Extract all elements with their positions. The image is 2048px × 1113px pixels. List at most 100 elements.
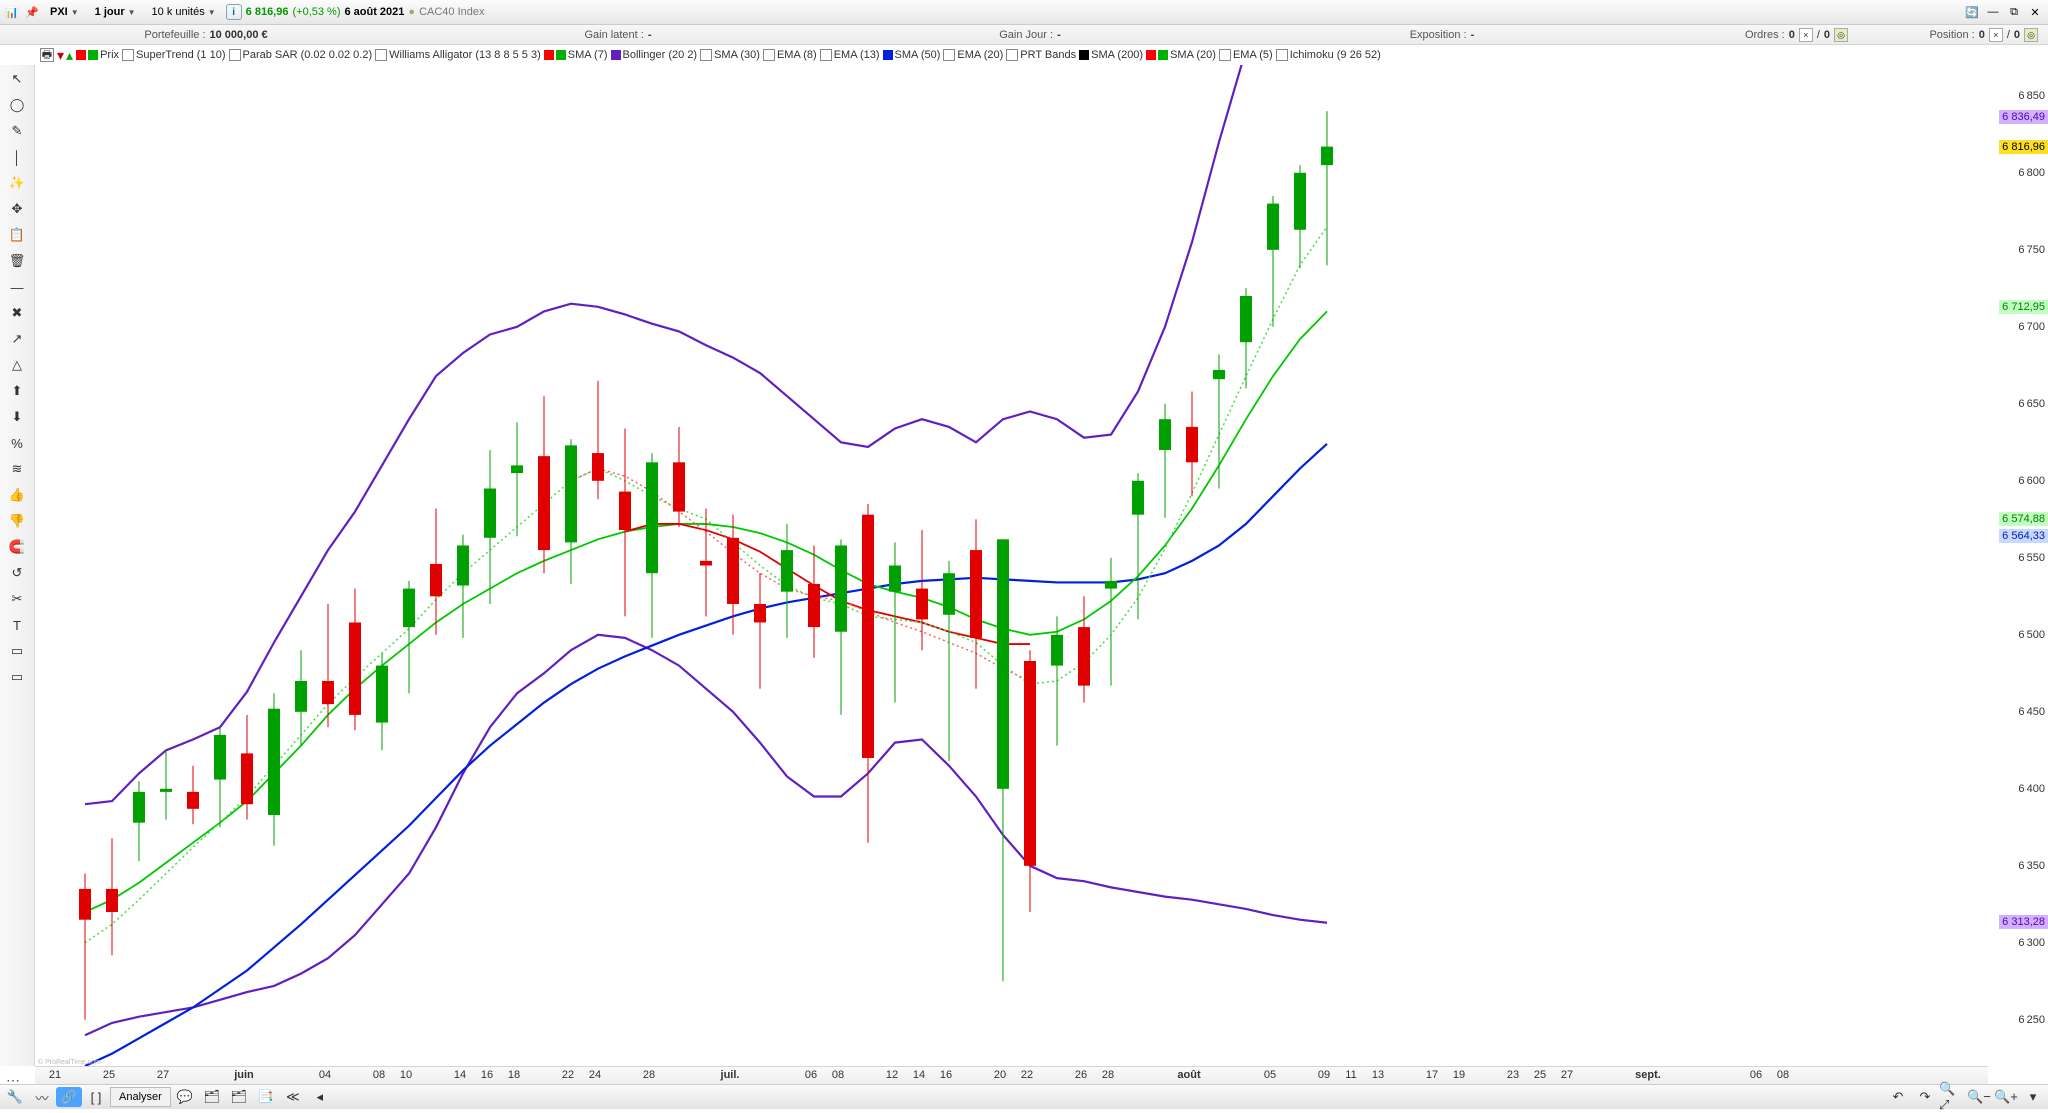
indicator-item[interactable]: PRT Bands xyxy=(1005,49,1077,61)
undo-icon[interactable]: ↶ xyxy=(1885,1087,1911,1107)
checkbox-icon[interactable] xyxy=(122,49,134,61)
layers1-icon[interactable]: 🗂 xyxy=(199,1087,225,1107)
tool-button-16[interactable]: 👍 xyxy=(5,484,29,506)
tool-button-7[interactable]: 🗑 xyxy=(5,250,29,272)
zoomin-icon[interactable]: 🔍+ xyxy=(1993,1087,2019,1107)
indicator-item[interactable]: SMA (30) xyxy=(699,49,761,61)
y-tag: 6 816,96 xyxy=(1999,140,2048,154)
tool-button-15[interactable]: ≋ xyxy=(5,458,29,480)
zoomfit-icon[interactable]: 🔍⤢ xyxy=(1939,1087,1965,1107)
x-tick: 27 xyxy=(1561,1069,1573,1081)
orders-target-icon[interactable]: ◎ xyxy=(1834,28,1848,42)
x-tick: août xyxy=(1177,1069,1200,1081)
tool-button-0[interactable]: ↖ xyxy=(5,68,29,90)
tool-button-5[interactable]: ✥ xyxy=(5,198,29,220)
checkbox-icon[interactable] xyxy=(943,49,955,61)
share-icon[interactable]: 🔗 xyxy=(56,1087,82,1107)
position-close-icon[interactable]: × xyxy=(1989,28,2003,42)
y-tick: 6 800 xyxy=(2018,167,2045,179)
indicator-item[interactable]: Prix xyxy=(75,49,120,61)
price-change: (+0,53 %) xyxy=(292,6,340,18)
tool-button-13[interactable]: ⬇ xyxy=(5,406,29,428)
y-tick: 6 300 xyxy=(2018,937,2045,949)
checkbox-icon[interactable] xyxy=(763,49,775,61)
left-toolbar: ↖ ◯ ✎ │ ✨ ✥ 📋 🗑 — ✖ ↗ △ ⬆ ⬇% ≋ 👍 👎 🧲 ↺ ✂ T ▭ ▭ xyxy=(0,65,35,1066)
tool-button-22[interactable]: ▭ xyxy=(5,640,29,662)
back-icon[interactable]: ◂ xyxy=(307,1087,333,1107)
indicator-item[interactable]: SMA (20) xyxy=(1145,49,1217,61)
dup-icon[interactable]: 📑 xyxy=(253,1087,279,1107)
up-icon[interactable]: ▴ xyxy=(66,47,73,64)
print-icon[interactable]: 🖶 xyxy=(40,48,54,62)
chat-icon[interactable]: 💬 xyxy=(172,1087,198,1107)
checkbox-icon[interactable] xyxy=(1219,49,1231,61)
y-tick: 6 500 xyxy=(2018,629,2045,641)
tool-button-10[interactable]: ↗ xyxy=(5,328,29,350)
tool-button-19[interactable]: ↺ xyxy=(5,562,29,584)
tool-button-12[interactable]: ⬆ xyxy=(5,380,29,402)
x-tick: 20 xyxy=(994,1069,1006,1081)
checkbox-icon[interactable] xyxy=(700,49,712,61)
indicator-item[interactable]: Ichimoku (9 26 52) xyxy=(1275,49,1382,61)
tool-button-18[interactable]: 🧲 xyxy=(5,536,29,558)
tool-button-17[interactable]: 👎 xyxy=(5,510,29,532)
down-icon[interactable]: ▾ xyxy=(57,47,64,64)
y-tick: 6 850 xyxy=(2018,90,2045,102)
indicator-item[interactable]: Parab SAR (0.02 0.02 0.2) xyxy=(228,49,374,61)
menu-icon[interactable]: 🔧 xyxy=(2,1087,28,1107)
tool-button-11[interactable]: △ xyxy=(5,354,29,376)
indicator-item[interactable]: SuperTrend (1 10) xyxy=(121,49,226,61)
checkbox-icon[interactable] xyxy=(375,49,387,61)
indicator-item[interactable]: EMA (20) xyxy=(942,49,1004,61)
indicator-item[interactable]: Williams Alligator (13 8 8 5 5 3) xyxy=(374,49,542,61)
timeframe-dropdown[interactable]: 1 jour▼ xyxy=(89,4,142,20)
dropdown-icon[interactable]: ▾ xyxy=(2020,1087,2046,1107)
bracket-icon[interactable]: [ ] xyxy=(83,1087,109,1107)
price-value: 6 816,96 xyxy=(246,6,289,18)
tool-button-3[interactable]: │ xyxy=(5,146,29,168)
x-tick: 06 xyxy=(1750,1069,1762,1081)
symbol-dropdown[interactable]: PXI▼ xyxy=(44,4,85,20)
checkbox-icon[interactable] xyxy=(1006,49,1018,61)
x-tick: 23 xyxy=(1507,1069,1519,1081)
index-name: CAC40 Index xyxy=(419,6,484,18)
checkbox-icon[interactable] xyxy=(820,49,832,61)
checkbox-icon[interactable] xyxy=(229,49,241,61)
minimize-icon[interactable]: — xyxy=(1984,4,2002,20)
pin-icon[interactable]: 📌 xyxy=(24,4,40,20)
position-label: Position : xyxy=(1929,29,1974,41)
indicator-item[interactable]: SMA (50) xyxy=(882,49,942,61)
maximize-icon[interactable]: ⧉ xyxy=(2005,4,2023,20)
indicator-item[interactable]: SMA (200) xyxy=(1078,49,1144,61)
orders-close-icon[interactable]: × xyxy=(1799,28,1813,42)
tool-button-8[interactable]: — xyxy=(5,276,29,298)
redo-icon[interactable]: ↷ xyxy=(1912,1087,1938,1107)
indicator-item[interactable]: Bollinger (20 2) xyxy=(610,49,699,61)
tool-button-23[interactable]: ▭ xyxy=(5,666,29,688)
wave-icon[interactable]: 〰 xyxy=(29,1087,55,1107)
info-icon[interactable]: i xyxy=(226,4,242,20)
refresh-icon[interactable]: 🔄 xyxy=(1963,4,1981,20)
tool-button-4[interactable]: ✨ xyxy=(5,172,29,194)
tool-button-6[interactable]: 📋 xyxy=(5,224,29,246)
rew-icon[interactable]: ≪ xyxy=(280,1087,306,1107)
tool-button-9[interactable]: ✖ xyxy=(5,302,29,324)
tool-button-20[interactable]: ✂ xyxy=(5,588,29,610)
indicator-item[interactable]: EMA (8) xyxy=(762,49,818,61)
analyser-button[interactable]: Analyser xyxy=(110,1087,171,1107)
chart-area[interactable]: 6 2506 3006 3506 4006 4506 5006 5506 600… xyxy=(35,65,2048,1066)
tool-button-2[interactable]: ✎ xyxy=(5,120,29,142)
units-dropdown[interactable]: 10 k unités▼ xyxy=(146,4,222,20)
indicator-item[interactable]: EMA (13) xyxy=(819,49,881,61)
zoomout-icon[interactable]: 🔍− xyxy=(1966,1087,1992,1107)
tool-button-21[interactable]: T xyxy=(5,614,29,636)
position-target-icon[interactable]: ◎ xyxy=(2024,28,2038,42)
indicator-item[interactable]: SMA (7) xyxy=(543,49,609,61)
y-tick: 6 550 xyxy=(2018,552,2045,564)
tool-button-1[interactable]: ◯ xyxy=(5,94,29,116)
indicator-item[interactable]: EMA (5) xyxy=(1218,49,1274,61)
tool-button-14[interactable]: % xyxy=(5,432,29,454)
checkbox-icon[interactable] xyxy=(1276,49,1288,61)
layers2-icon[interactable]: 🗂 xyxy=(226,1087,252,1107)
y-tick: 6 650 xyxy=(2018,398,2045,410)
